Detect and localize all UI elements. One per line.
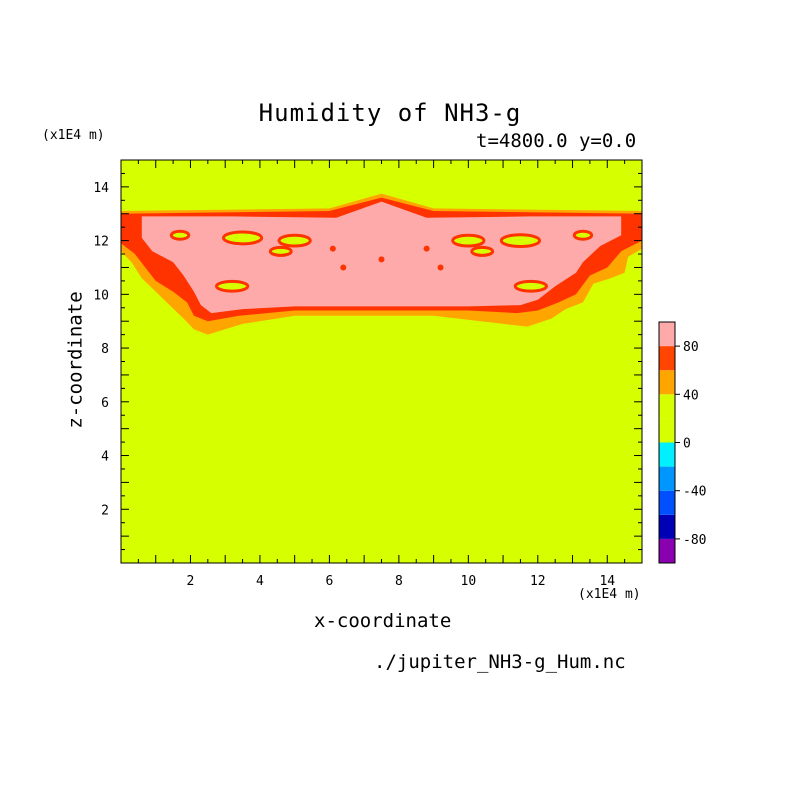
colorbar-bin-3: [659, 490, 675, 515]
chart-subtitle: t=4800.0 y=0.0: [476, 130, 637, 152]
colorbar-tick-label: 0: [683, 437, 691, 452]
colorbar-bin-7: [659, 394, 675, 419]
colorbar-tick-label: 40: [683, 388, 699, 403]
x-tick-label: 14: [599, 574, 615, 589]
colorbar-bin-9: [659, 346, 675, 371]
contour-plot: [121, 160, 642, 563]
y-tick-label: 2: [101, 503, 109, 518]
contour-dot-1: [329, 245, 336, 252]
x-axis-unit: (x1E4 m): [578, 587, 641, 602]
colorbar-bin-6: [659, 418, 675, 443]
y-tick-label: 10: [93, 288, 109, 303]
y-tick-label: 4: [101, 450, 109, 465]
y-tick-label: 8: [101, 342, 109, 357]
x-tick-label: 2: [187, 574, 195, 589]
y-axis-unit: (x1E4 m): [42, 128, 105, 143]
colorbar-bin-4: [659, 466, 675, 491]
x-axis-label: x-coordinate: [314, 610, 452, 632]
contour-inclusion-8: [470, 245, 495, 257]
contour-inclusion-5: [499, 233, 542, 249]
contour-inclusion-1: [221, 230, 264, 246]
contour-dot-3: [378, 256, 385, 263]
colorbar-bin-2: [659, 514, 675, 539]
colorbar-tick-label: 80: [683, 340, 699, 355]
colorbar-bin-8: [659, 370, 675, 395]
x-tick-label: 8: [395, 574, 403, 589]
y-tick-label: 14: [93, 181, 109, 196]
axes: 2 4 6 8 10 12 14 2 4 6 8 10 12 14: [93, 159, 643, 589]
contour-inclusion-6: [451, 233, 486, 248]
contour-inclusion-4: [268, 245, 293, 257]
chart-title: Humidity of NH3-g: [258, 99, 522, 127]
contour-inclusion-2: [277, 233, 312, 248]
colorbar-bin-5: [659, 442, 675, 467]
contour-inclusion-7: [513, 279, 548, 293]
x-tick-label: 4: [256, 574, 264, 589]
x-tick-label: 10: [461, 574, 477, 589]
colorbar-tick-label: -80: [683, 533, 706, 548]
contour-dot-4: [423, 245, 430, 252]
colorbar-bin-1: [659, 538, 675, 563]
x-tick-label: 6: [325, 574, 333, 589]
y-tick-label: 12: [93, 235, 109, 250]
contour-inclusion-3: [215, 279, 250, 293]
source-file-label: ./jupiter_NH3-g_Hum.nc: [374, 651, 626, 673]
colorbar: 80 40 0 -40 -80: [658, 321, 706, 564]
x-tick-label: 12: [530, 574, 546, 589]
y-tick-label: 6: [101, 396, 109, 411]
contour-inclusion-10: [572, 229, 594, 241]
colorbar-bin-10: [659, 322, 675, 347]
colorbar-tick-label: -40: [683, 485, 706, 500]
contour-inclusion-9: [169, 229, 191, 241]
contour-dot-2: [340, 264, 347, 271]
contour-dot-5: [437, 264, 444, 271]
